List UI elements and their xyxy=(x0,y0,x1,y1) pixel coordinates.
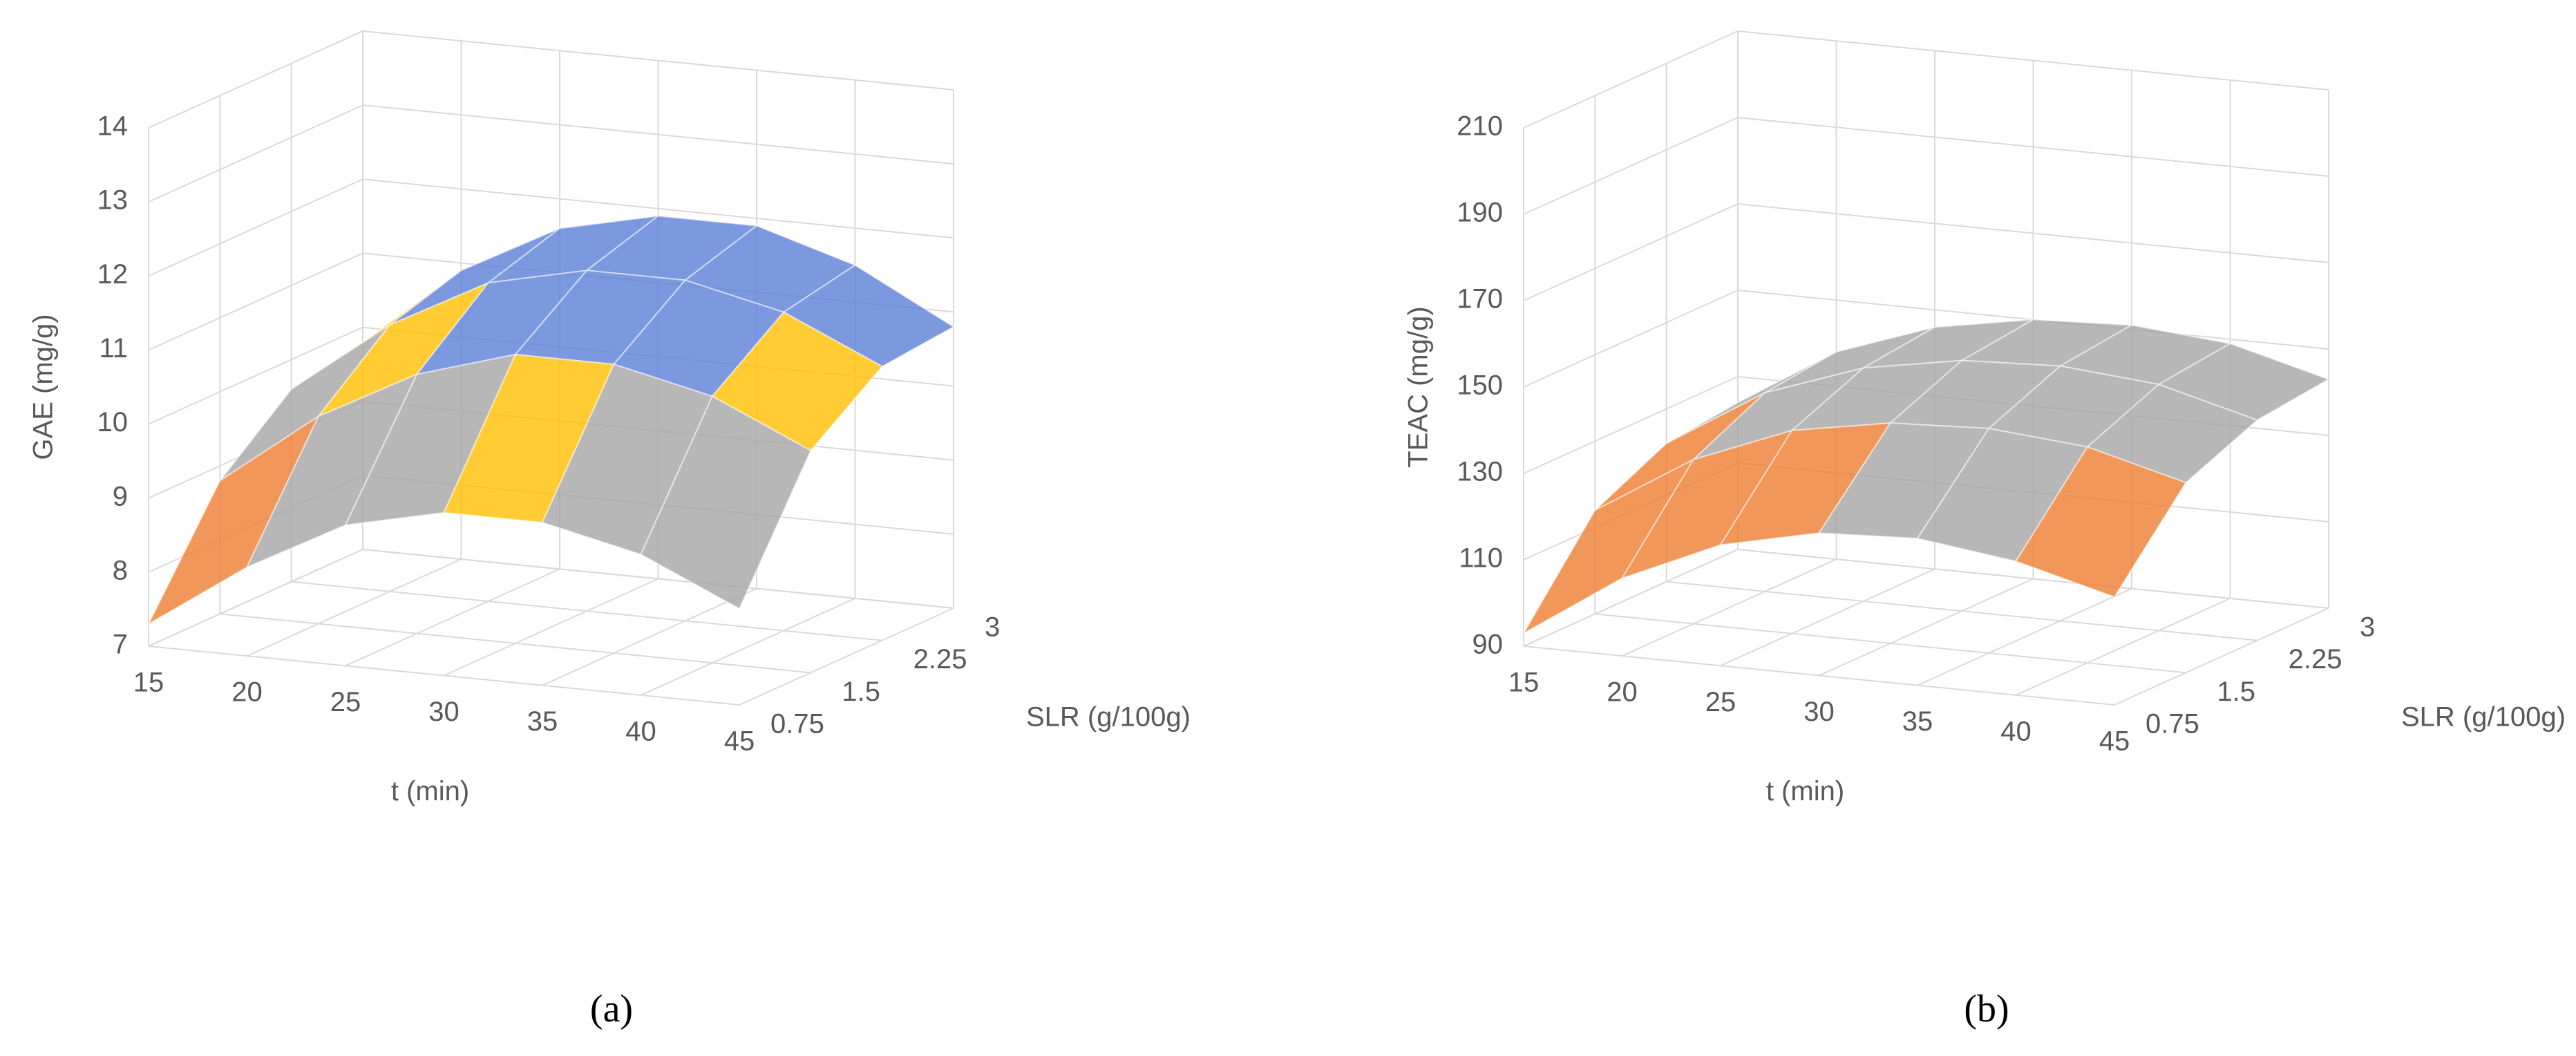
grid-line xyxy=(1523,290,1739,388)
x-tick-label: 35 xyxy=(527,706,558,737)
z-axis-title: TEAC (mg/g) xyxy=(1403,306,1434,467)
x-tick-label: 40 xyxy=(625,716,656,746)
z-axis-title: GAE (mg/g) xyxy=(28,314,59,460)
grid-line xyxy=(1523,203,1739,301)
grid-line xyxy=(220,613,811,674)
z-tick-label: 12 xyxy=(97,259,129,290)
grid-line xyxy=(1523,549,1739,647)
caption: (a) xyxy=(590,988,633,1030)
z-tick-label: 14 xyxy=(97,111,129,142)
z-tick-label: 10 xyxy=(97,407,129,437)
z-tick-label: 190 xyxy=(1457,198,1503,228)
z-tick-label: 210 xyxy=(1457,111,1503,142)
grid-line xyxy=(1523,30,1739,129)
z-tick-label: 170 xyxy=(1457,284,1503,314)
grid-line xyxy=(1819,578,2034,677)
x-tick-label: 25 xyxy=(330,687,361,717)
surface-cell xyxy=(2014,446,2187,598)
grid-line xyxy=(1622,558,1837,657)
grid-line xyxy=(444,578,659,677)
grid-line xyxy=(148,252,363,351)
z-tick-label: 9 xyxy=(113,481,128,511)
y-tick-label: 2.25 xyxy=(913,644,967,675)
grid-line xyxy=(739,607,954,706)
x-tick-label: 15 xyxy=(133,668,164,698)
surface-cell xyxy=(640,395,812,610)
z-tick-label: 11 xyxy=(99,333,128,364)
grid-line xyxy=(2016,597,2231,696)
grid-line xyxy=(148,30,363,129)
y-axis-title: SLR (g/100g) xyxy=(1026,702,1191,733)
y-tick-label: 3 xyxy=(2360,612,2375,643)
x-tick-label: 40 xyxy=(2000,716,2032,746)
grid-line xyxy=(1523,117,1739,215)
grid-line xyxy=(1666,581,2257,641)
y-tick-label: 2.25 xyxy=(2289,644,2342,675)
x-tick-label: 45 xyxy=(2099,726,2130,757)
grid-line xyxy=(345,568,560,667)
x-tick-label: 15 xyxy=(1508,668,1540,698)
grid-line xyxy=(1737,549,2329,609)
y-tick-label: 1.5 xyxy=(842,677,880,707)
x-axis-title: t (min) xyxy=(1766,776,1844,807)
x-tick-label: 45 xyxy=(724,726,755,757)
z-tick-label: 13 xyxy=(97,185,129,216)
x-tick-label: 20 xyxy=(1607,677,1638,708)
grid-line xyxy=(1720,568,1935,667)
y-tick-label: 1.5 xyxy=(2217,677,2255,707)
grid-line xyxy=(148,326,363,425)
grid-line xyxy=(1523,645,2115,706)
grid-line xyxy=(1595,613,2186,674)
x-tick-label: 25 xyxy=(1705,687,1736,717)
grid-line xyxy=(148,178,363,277)
x-tick-label: 30 xyxy=(428,697,460,727)
z-tick-label: 8 xyxy=(113,555,128,585)
grid-line xyxy=(247,558,462,657)
grid-line xyxy=(148,549,363,647)
grid-line xyxy=(641,597,855,696)
z-tick-label: 7 xyxy=(113,630,128,660)
y-axis-title: SLR (g/100g) xyxy=(2401,702,2566,733)
grid-line xyxy=(2114,607,2329,706)
grid-line xyxy=(542,587,757,686)
caption: (b) xyxy=(1964,988,2009,1030)
grid-line xyxy=(362,549,954,609)
grid-line xyxy=(291,581,882,641)
grid-line xyxy=(1917,587,2132,686)
y-tick-label: 0.75 xyxy=(770,709,824,739)
x-tick-label: 35 xyxy=(1902,706,1933,737)
z-tick-label: 150 xyxy=(1457,370,1503,401)
y-tick-label: 3 xyxy=(985,612,1000,643)
grid-line xyxy=(148,645,740,706)
y-tick-label: 0.75 xyxy=(2146,709,2199,739)
x-tick-label: 30 xyxy=(1803,697,1835,727)
x-tick-label: 20 xyxy=(231,677,263,708)
grid-line xyxy=(148,104,363,203)
z-tick-label: 90 xyxy=(1472,630,1504,660)
z-tick-label: 130 xyxy=(1457,457,1503,487)
z-tick-label: 110 xyxy=(1459,543,1503,574)
x-axis-title: t (min) xyxy=(391,776,469,807)
grid-line xyxy=(1523,376,1739,474)
